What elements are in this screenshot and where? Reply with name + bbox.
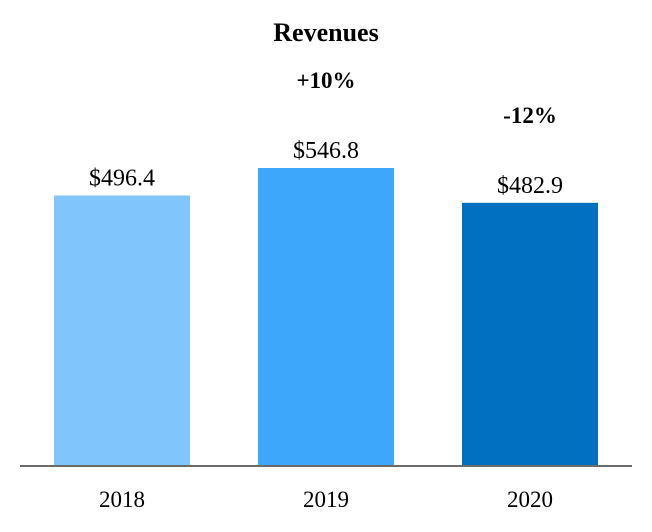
bar-2019 [258, 168, 394, 466]
value-label-2019: $546.8 [293, 138, 359, 164]
value-label-2020: $482.9 [497, 173, 563, 199]
change-label-2020: -12% [503, 103, 557, 128]
tick-label-2018: 2018 [99, 487, 145, 512]
bar-2018 [54, 195, 190, 466]
change-label-2019: +10% [296, 68, 355, 93]
tick-label-2019: 2019 [303, 487, 349, 512]
bars-group [54, 168, 598, 466]
tick-labels-group: 2018 2019 2020 [99, 487, 553, 512]
value-labels-group: $496.4 $546.8 $482.9 [89, 138, 563, 199]
tick-label-2020: 2020 [507, 487, 553, 512]
change-labels-group: +10% -12% [296, 68, 556, 128]
chart-title: Revenues [273, 18, 378, 47]
bar-2020 [462, 202, 598, 466]
value-label-2018: $496.4 [89, 165, 155, 191]
